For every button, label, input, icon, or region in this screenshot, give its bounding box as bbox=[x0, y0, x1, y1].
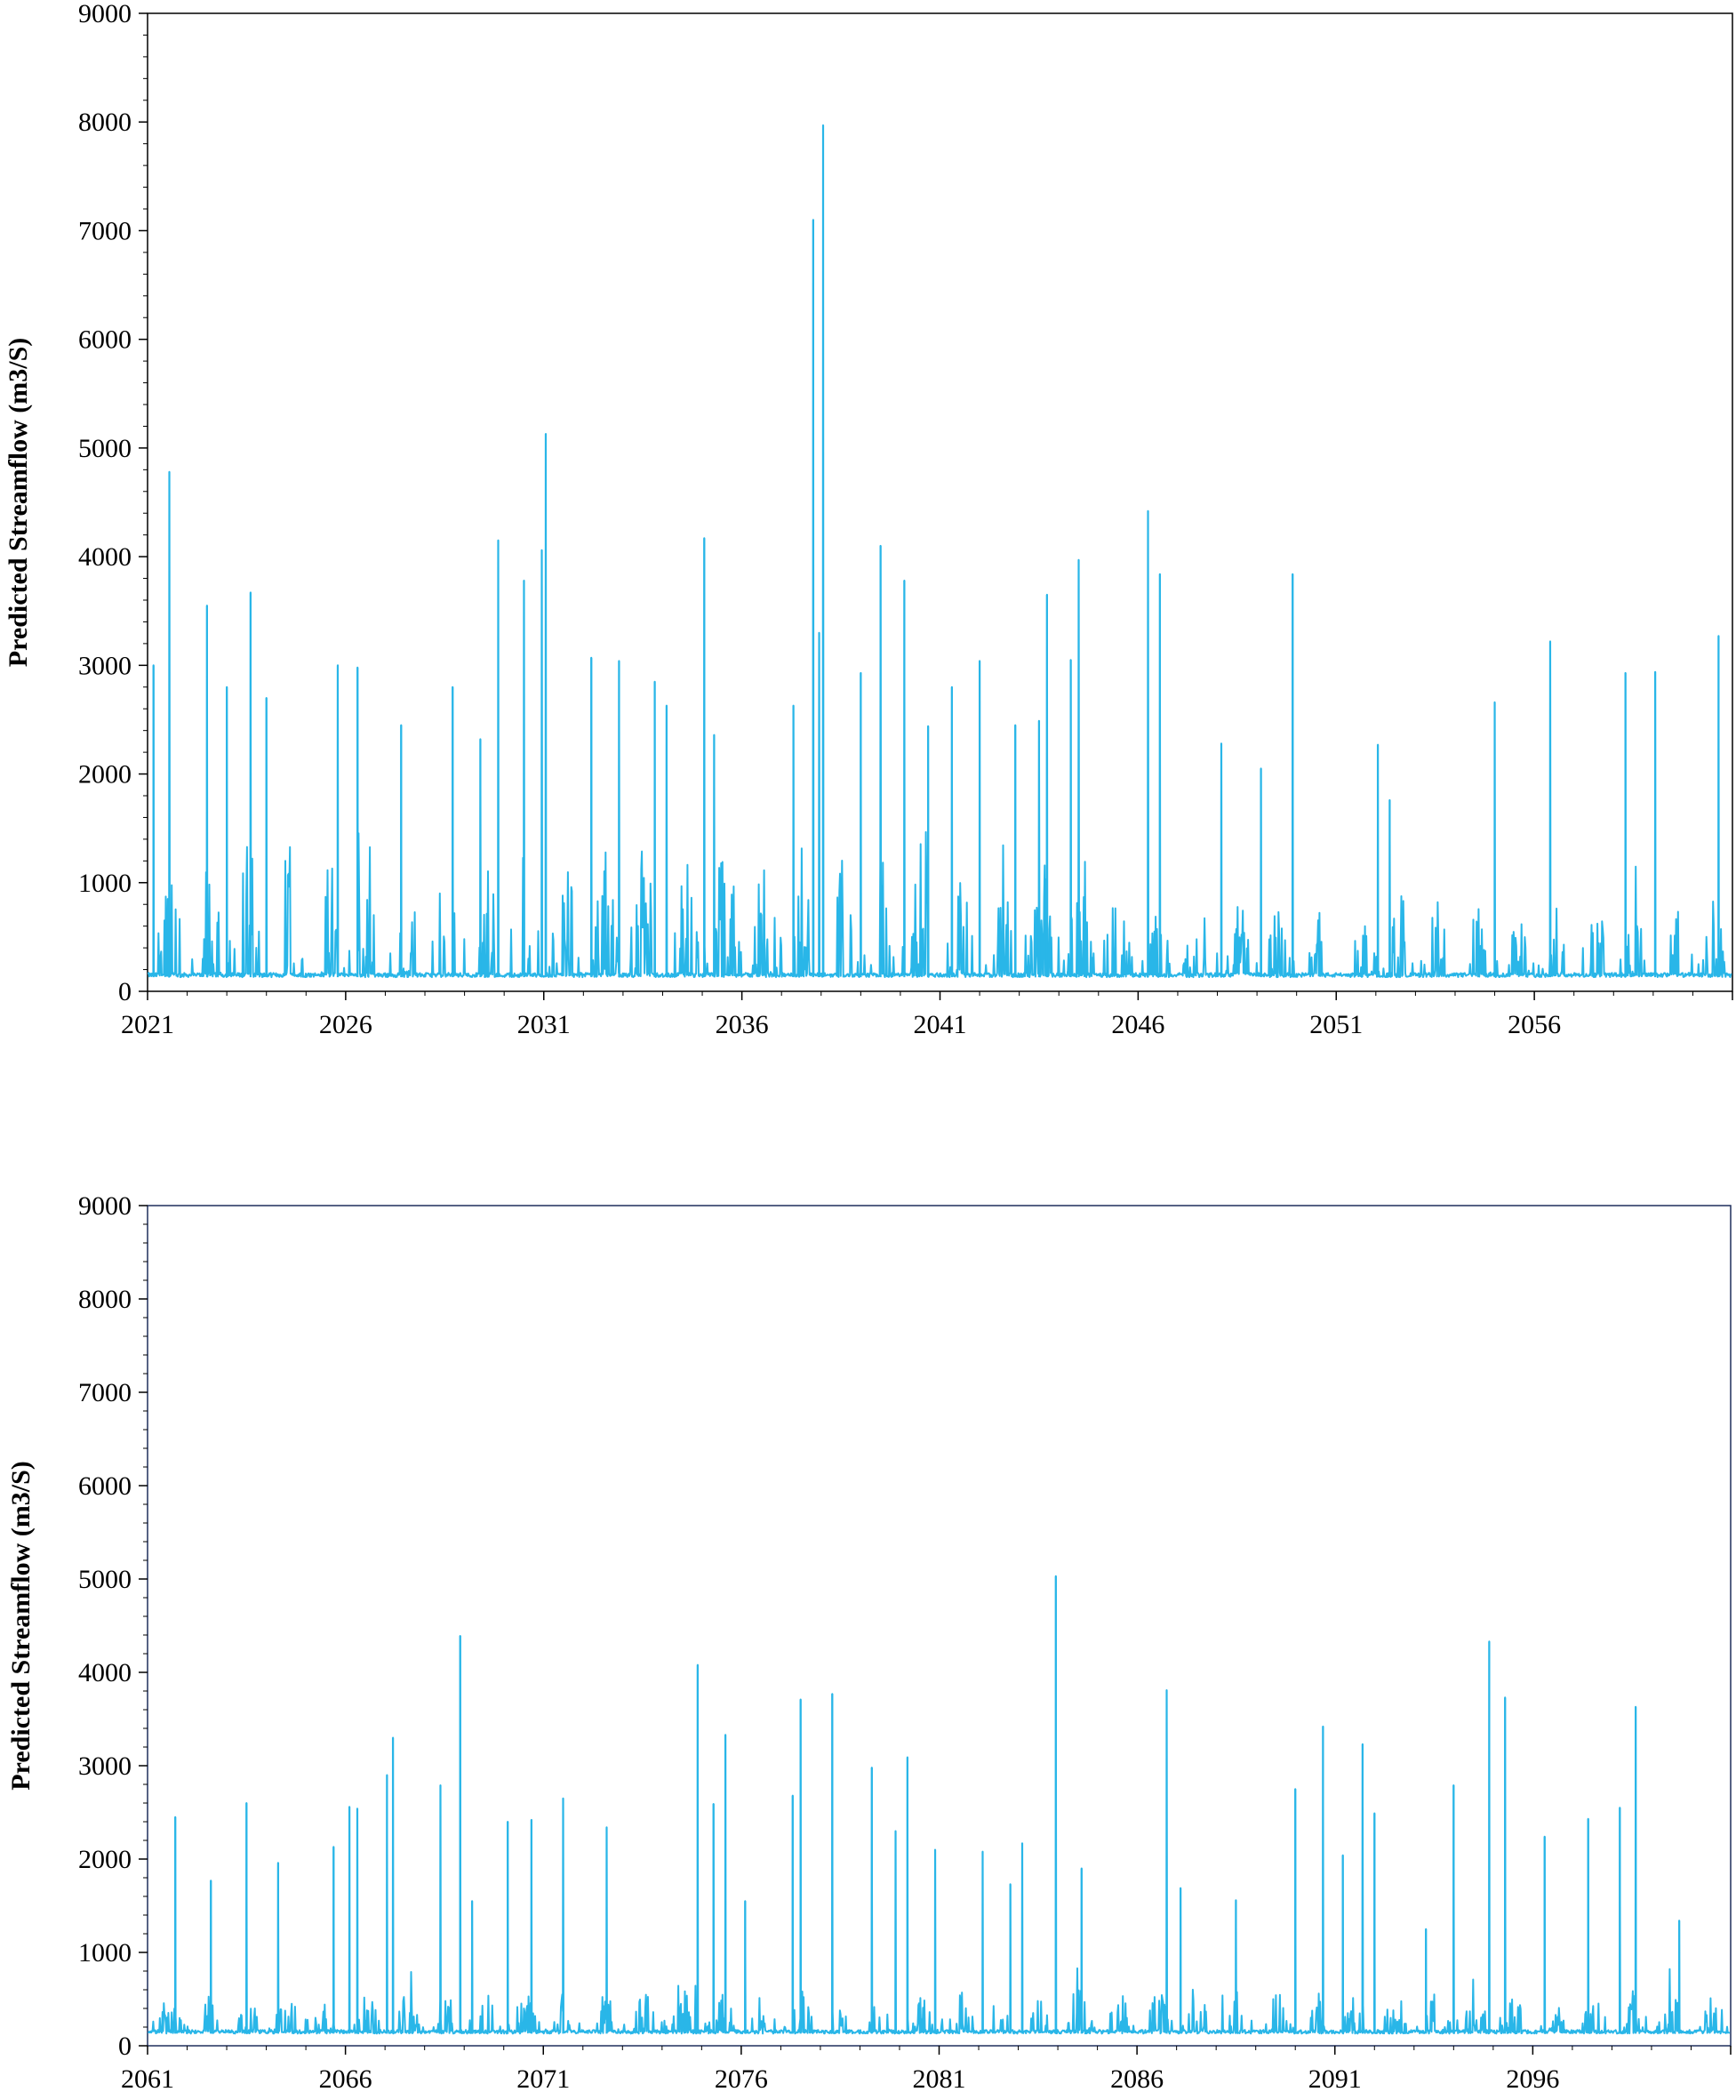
y-tick-label: 6000 bbox=[78, 1471, 132, 1501]
y-tick-label: 8000 bbox=[78, 1285, 132, 1314]
x-tick-label: 2061 bbox=[121, 2064, 174, 2094]
y-tick-label: 7000 bbox=[78, 1378, 132, 1407]
x-tick-label: 2026 bbox=[319, 1010, 372, 1039]
y-tick-label: 9000 bbox=[78, 1191, 132, 1221]
y-tick-label: 8000 bbox=[78, 108, 132, 137]
y-tick-label: 1000 bbox=[78, 869, 132, 898]
y-tick-label: 0 bbox=[118, 977, 132, 1006]
x-tick-label: 2071 bbox=[516, 2064, 570, 2094]
x-tick-label: 2056 bbox=[1508, 1010, 1561, 1039]
x-tick-label: 2096 bbox=[1506, 2064, 1559, 2094]
y-tick-label: 1000 bbox=[78, 1938, 132, 1968]
streamflow-series-line bbox=[148, 1575, 1731, 2035]
x-tick-label: 2081 bbox=[913, 2064, 966, 2094]
streamflow-series-line bbox=[148, 124, 1732, 979]
x-tick-label: 2046 bbox=[1111, 1010, 1164, 1039]
chart-panel-1: 0 1000 2000 3000 4000 5000 6000 7000 8000 9000 202… bbox=[4, 0, 1733, 1039]
x-tick-label: 2051 bbox=[1309, 1010, 1363, 1039]
y-tick-label: 4000 bbox=[78, 1658, 132, 1687]
x-tick-label: 2091 bbox=[1308, 2064, 1362, 2094]
y-tick-label: 2000 bbox=[78, 1845, 132, 1874]
x-tick-label: 2021 bbox=[121, 1010, 174, 1039]
y-tick-label: 2000 bbox=[78, 760, 132, 790]
y-axis-label: Predicted Streamflow (m3/S) bbox=[4, 338, 33, 667]
y-tick-label: 7000 bbox=[78, 216, 132, 245]
x-tick-label: 2036 bbox=[716, 1010, 769, 1039]
x-tick-label: 2031 bbox=[517, 1010, 571, 1039]
x-tick-label: 2041 bbox=[914, 1010, 967, 1039]
x-tick-label: 2086 bbox=[1110, 2064, 1164, 2094]
y-tick-label: 0 bbox=[118, 2032, 132, 2061]
y-tick-label: 5000 bbox=[78, 1565, 132, 1594]
y-tick-label: 3000 bbox=[78, 1751, 132, 1781]
y-tick-label: 4000 bbox=[78, 542, 132, 572]
chart-panel-2: 0 1000 2000 3000 4000 5000 6000 7000 8000 9000 206… bbox=[6, 1191, 1732, 2094]
y-axis-label: Predicted Streamflow (m3/S) bbox=[6, 1461, 36, 1790]
y-tick-label: 5000 bbox=[78, 434, 132, 463]
x-tick-label: 2076 bbox=[715, 2064, 768, 2094]
x-tick-label: 2066 bbox=[319, 2064, 372, 2094]
y-tick-label: 3000 bbox=[78, 651, 132, 680]
y-tick-label: 6000 bbox=[78, 325, 132, 355]
y-tick-label: 9000 bbox=[78, 0, 132, 28]
plot-area-frame bbox=[147, 1205, 1732, 2047]
